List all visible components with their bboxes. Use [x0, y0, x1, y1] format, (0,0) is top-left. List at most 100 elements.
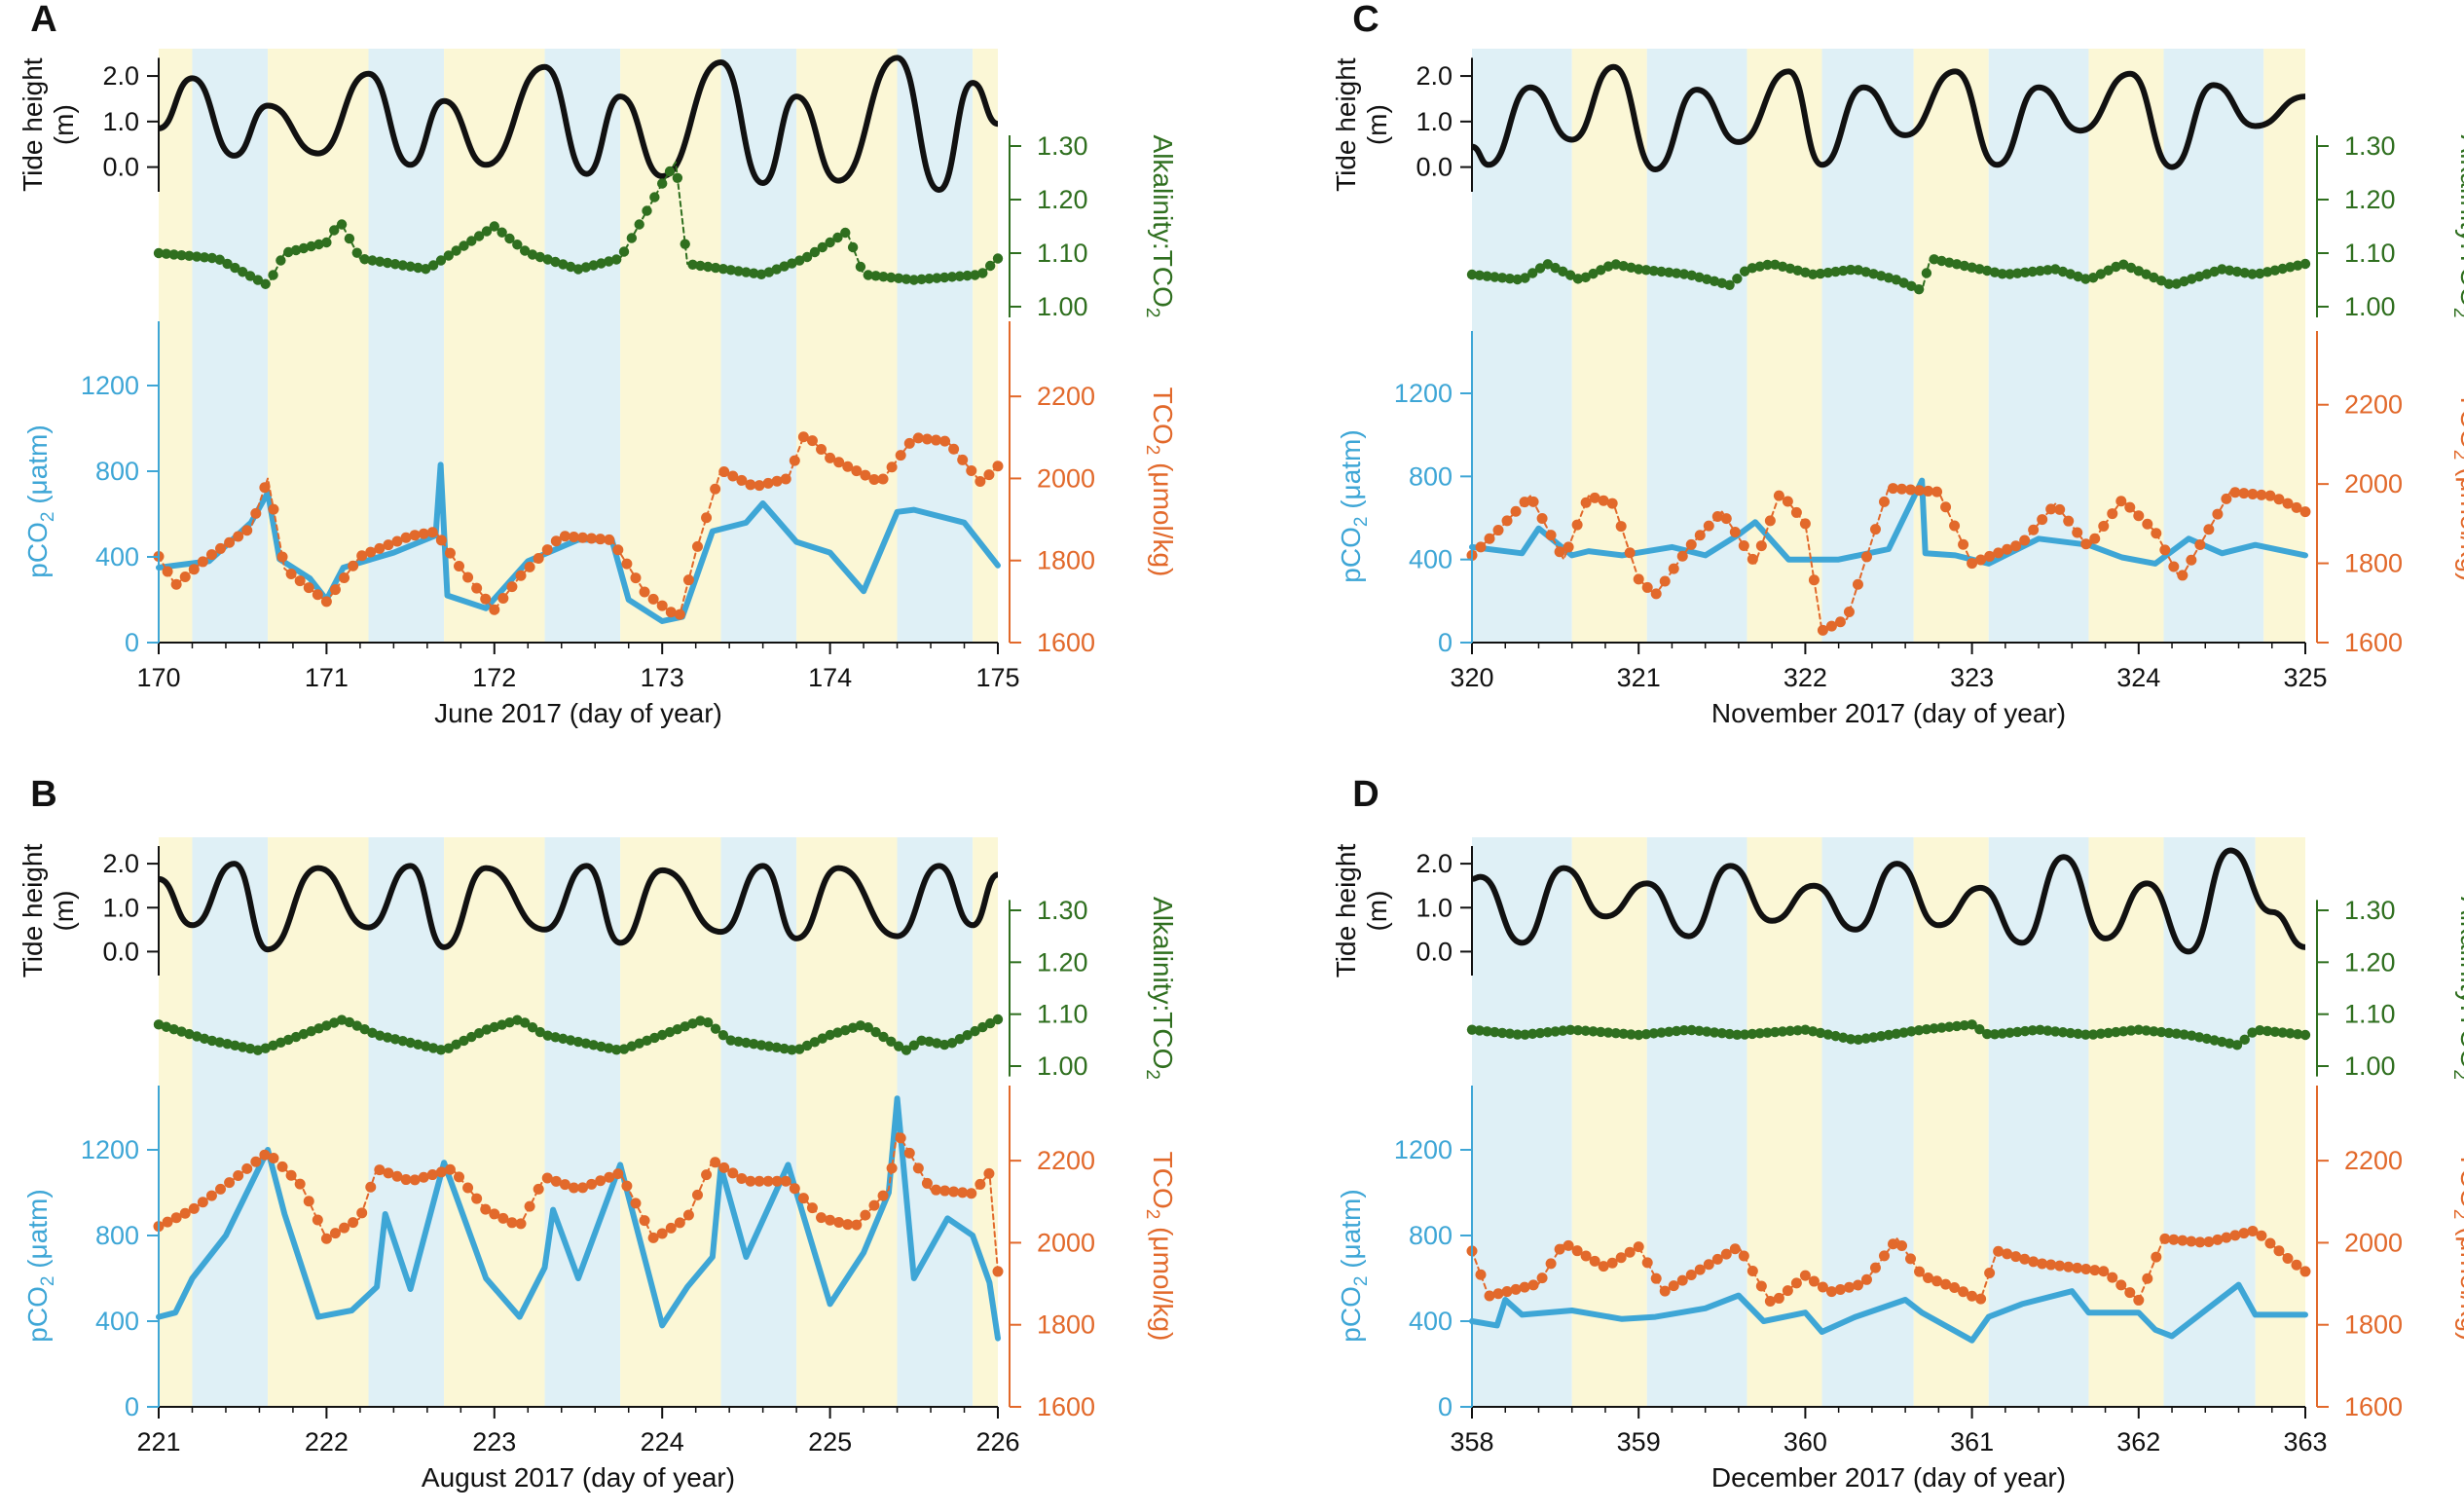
tco2-point: [2264, 490, 2276, 501]
alkalinity-point: [496, 1019, 507, 1030]
alkalinity-point: [588, 1040, 599, 1051]
tco2-point: [2238, 488, 2250, 499]
pco2-y-tick-label: 0: [125, 628, 139, 657]
tco2-point: [1905, 484, 1917, 496]
x-tick-label: 320: [1450, 663, 1493, 692]
tco2-point: [329, 1228, 341, 1239]
tco2-point: [621, 558, 633, 570]
alkalinity-point: [268, 1040, 278, 1051]
tco2-point: [1641, 581, 1653, 593]
alkalinity-point: [901, 274, 912, 284]
x-tick-label: 224: [641, 1427, 684, 1457]
tco2-point: [912, 1162, 924, 1174]
tco2-point: [2186, 554, 2197, 566]
alkalinity-point: [290, 244, 302, 256]
alkalinity-y-tick-label: 1.20: [2344, 185, 2396, 214]
tco2-point: [647, 593, 659, 605]
alkalinity-point: [1929, 1023, 1939, 1034]
pco2-y-tick-label: 400: [1409, 545, 1453, 574]
pco2-y-title-sub: 2: [1351, 1276, 1372, 1287]
alkalinity-point: [329, 1017, 340, 1028]
pco2-y-tick-label: 800: [1409, 1221, 1453, 1250]
tco2-point: [435, 1166, 447, 1178]
tco2-point: [2229, 487, 2241, 498]
tco2-point: [454, 1171, 465, 1183]
alkalinity-point: [2035, 265, 2045, 277]
panel-label: B: [30, 774, 56, 815]
alkalinity-point: [435, 1045, 447, 1055]
alkalinity-point: [1542, 1027, 1554, 1038]
alkalinity-point: [1671, 268, 1682, 278]
tco2-point: [842, 1219, 854, 1231]
tco2-point: [1589, 1255, 1600, 1267]
alkalinity-point: [2118, 259, 2129, 270]
tco2-y-tick-label: 1600: [1037, 628, 1095, 657]
tco2-point: [197, 556, 208, 568]
tco2-point: [1676, 1274, 1688, 1286]
alkalinity-point: [558, 1033, 569, 1045]
alkalinity-point: [1800, 1024, 1811, 1035]
alkalinity-point: [817, 241, 827, 253]
alkalinity-point: [2012, 1026, 2023, 1038]
tco2-point: [1852, 578, 1863, 590]
alkalinity-point: [1466, 269, 1478, 280]
alkalinity-point: [1512, 1029, 1523, 1040]
pco2-y-tick-label: 800: [1409, 461, 1453, 491]
alkalinity-point: [1906, 1026, 1917, 1037]
alkalinity-point: [2299, 1029, 2311, 1041]
pco2-y-title-main: pCO: [22, 1286, 53, 1343]
tide-y-title-line1: Tide height: [1331, 57, 1361, 192]
tco2-y-tick-label: 2000: [2344, 469, 2403, 498]
tco2-point: [339, 1222, 350, 1234]
tco2-point: [1527, 496, 1539, 507]
tco2-point: [2194, 539, 2206, 550]
x-tick-label: 324: [2116, 663, 2160, 692]
alkalinity-point: [794, 1044, 805, 1054]
alkalinity-point: [1883, 1029, 1894, 1041]
tco2-point: [771, 475, 783, 487]
alkalinity-point: [1989, 1029, 2001, 1040]
tco2-point: [797, 431, 809, 443]
alkalinity-point: [2293, 1028, 2303, 1040]
tco2-point: [418, 1171, 429, 1183]
tco2-point: [480, 1203, 492, 1215]
alkalinity-point: [1564, 1024, 1576, 1036]
alkalinity-point: [596, 1041, 607, 1052]
alkalinity-point: [298, 1028, 310, 1040]
alkalinity-point: [1656, 1027, 1667, 1038]
tco2-point: [2019, 1253, 2031, 1265]
alkalinity-point: [634, 219, 644, 230]
alkalinity-y-tick-label: 1.30: [1037, 131, 1088, 161]
tco2-point: [409, 1174, 421, 1186]
tco2-point: [1817, 624, 1828, 636]
tco2-point: [948, 443, 960, 455]
tco2-point: [1563, 541, 1574, 553]
alkalinity-point: [2103, 265, 2114, 276]
tide-height-series: [158, 55, 1000, 194]
alkalinity-point: [153, 247, 165, 259]
tide-phase-bands: [159, 49, 998, 643]
tco2-point: [1799, 518, 1811, 530]
alkalinity-point: [2141, 1025, 2151, 1036]
alkalinity-point: [1921, 1023, 1932, 1035]
tco2-point: [2203, 1236, 2215, 1248]
tco2-point: [2124, 501, 2136, 513]
alkalinity-point: [473, 1027, 485, 1039]
tco2-point: [948, 1186, 960, 1198]
alkalinity-point: [610, 254, 622, 265]
alkalinity-point: [1792, 265, 1803, 276]
tco2-point: [639, 586, 650, 598]
tco2-point: [2229, 1230, 2241, 1241]
tco2-y-tick-label: 2200: [1037, 1146, 1095, 1175]
alkalinity-point: [2065, 1027, 2076, 1039]
alkalinity-point: [787, 258, 797, 269]
tco2-point: [665, 607, 677, 618]
alkalinity-point: [878, 271, 889, 282]
tco2-point: [2177, 570, 2188, 581]
tco2-point: [1878, 1250, 1890, 1262]
tco2-point: [1571, 519, 1583, 531]
ebb-band: [159, 49, 193, 643]
alkalinity-point: [2217, 264, 2227, 275]
alkalinity-point: [946, 272, 958, 282]
tco2-point: [550, 1175, 562, 1187]
